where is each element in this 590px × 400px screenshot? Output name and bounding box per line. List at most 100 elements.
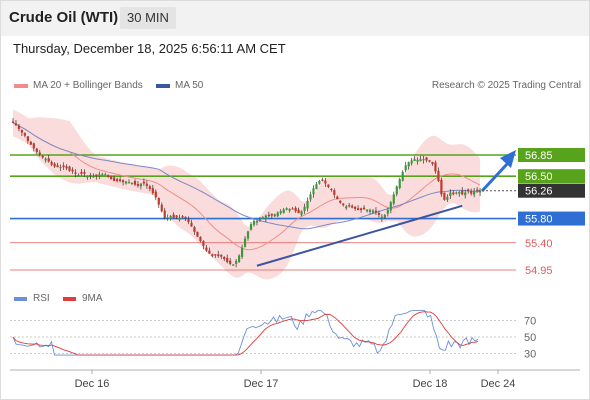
candle-body — [312, 188, 315, 195]
candle-body — [395, 186, 398, 195]
candle-body — [154, 191, 157, 198]
price-tag-box — [518, 148, 585, 162]
ma20-line — [12, 122, 481, 251]
chart-datetime: Thursday, December 18, 2025 6:56:11 AM C… — [13, 41, 286, 56]
candle-body — [17, 125, 21, 129]
x-axis-label: Dec 24 — [481, 378, 516, 390]
candle-body — [374, 210, 378, 213]
candle-body — [365, 209, 369, 212]
candle-body — [151, 188, 154, 194]
rsi-ma-legend-label: 9MA — [82, 293, 103, 304]
candle-body — [368, 210, 372, 212]
candle-body — [232, 264, 235, 266]
price-axis-label: 55.80 — [525, 214, 553, 226]
candle-body — [246, 231, 250, 239]
rsi-axis-label: 50 — [524, 332, 536, 344]
candle-body — [279, 211, 282, 214]
candle-body — [238, 255, 241, 262]
candle-body — [184, 216, 187, 219]
candle-body — [59, 167, 62, 169]
rsi-ma-line — [12, 311, 479, 356]
candle-body — [440, 179, 443, 195]
candle-body — [163, 210, 166, 218]
candle-body — [303, 207, 306, 211]
candle-body — [14, 123, 18, 126]
x-axis-label: Dec 18 — [413, 378, 448, 390]
candle-body — [166, 217, 169, 219]
candle-body — [449, 192, 452, 196]
candle-body — [38, 152, 41, 155]
candle-body — [478, 190, 482, 193]
candle-body — [359, 208, 363, 211]
candle-body — [110, 175, 113, 180]
candle-body — [193, 227, 196, 232]
price-axis-label: 54.95 — [525, 265, 553, 277]
candle-body — [29, 141, 32, 145]
candle-body — [434, 162, 437, 172]
candle-body — [294, 207, 297, 212]
candle-body — [285, 208, 288, 210]
candle-body — [205, 247, 208, 251]
candle-body — [362, 207, 366, 210]
candle-body — [282, 209, 285, 214]
candle-body — [398, 179, 401, 189]
candle-body — [243, 238, 247, 247]
candle-body — [190, 222, 193, 227]
candle-body — [71, 169, 74, 172]
candle-body — [157, 197, 160, 205]
trendline — [256, 204, 463, 267]
candle-body — [249, 224, 253, 230]
candle-body — [80, 171, 83, 174]
candle-body — [187, 219, 190, 223]
candle-body — [119, 179, 122, 182]
ma50-legend-swatch — [156, 84, 170, 88]
candle-body — [175, 215, 178, 218]
candle-body — [208, 250, 211, 254]
candle-body — [47, 158, 50, 162]
candle-body — [214, 254, 217, 256]
candle-body — [41, 155, 44, 158]
rsi-ma-legend-swatch — [63, 297, 76, 301]
candle-body — [345, 206, 348, 209]
candle-body — [392, 194, 395, 204]
candle-body — [181, 216, 184, 218]
candle-body — [124, 181, 128, 184]
candle-body — [178, 217, 181, 220]
candle-body — [172, 214, 175, 218]
candle-body — [139, 183, 143, 187]
candle-body — [32, 143, 35, 149]
candle-body — [23, 132, 26, 136]
candle-body — [217, 254, 220, 257]
candle-body — [407, 162, 410, 167]
candle-body — [321, 179, 324, 182]
candle-body — [261, 217, 264, 219]
candle-body — [467, 189, 470, 192]
candle-body — [270, 213, 273, 216]
candle-body — [443, 192, 446, 200]
candle-body — [315, 184, 318, 190]
ma50-line — [12, 122, 481, 230]
rsi-legend-label: RSI — [33, 293, 50, 304]
timeframe-button[interactable]: 30 MIN — [120, 7, 176, 29]
candle-body — [452, 192, 455, 195]
candle-body — [371, 210, 375, 213]
candle-body — [377, 212, 381, 215]
candle-body — [470, 191, 473, 194]
x-axis-label: Dec 17 — [244, 378, 279, 390]
candle-body — [267, 214, 270, 217]
candle-body — [240, 247, 244, 257]
candle-body — [26, 136, 29, 142]
candle-body — [220, 254, 223, 257]
candle-body — [446, 196, 449, 200]
candle-body — [35, 148, 38, 152]
candle-body — [330, 188, 333, 191]
candle-body — [464, 192, 467, 196]
candle-body — [89, 175, 92, 177]
candle-body — [199, 236, 202, 241]
candle-body — [65, 166, 68, 169]
candle-body — [383, 214, 386, 218]
candle-body — [83, 171, 86, 174]
candle-body — [333, 190, 336, 195]
price-axis-label: 56.50 — [525, 171, 553, 183]
